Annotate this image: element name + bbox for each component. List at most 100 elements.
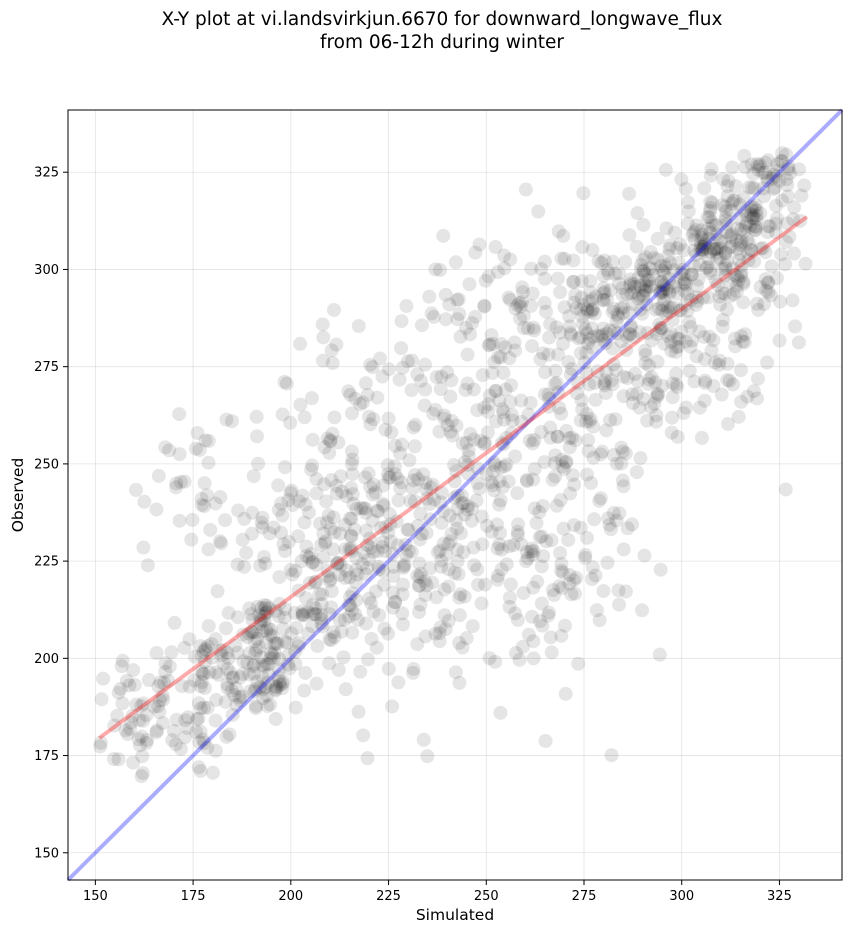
data-point [272,569,287,584]
data-point [527,433,542,448]
data-point [526,651,541,666]
data-point [734,258,749,273]
data-point [704,162,719,177]
data-point [444,373,459,388]
data-point [524,541,539,556]
data-point [482,337,497,352]
data-point [292,636,307,651]
data-point [555,581,570,596]
data-point [129,483,144,498]
data-point [513,311,528,326]
data-point [282,661,297,676]
data-point [250,631,265,646]
data-point [246,469,261,484]
data-point [444,527,459,542]
data-point [413,566,428,581]
data-point [745,210,760,225]
data-point [438,312,453,327]
data-point [459,631,474,646]
data-point [621,305,636,320]
data-point [481,269,496,284]
data-point [639,279,654,294]
data-point [503,577,518,592]
data-point [494,542,509,557]
data-point [338,542,353,557]
data-point [434,559,449,574]
data-point [223,665,238,680]
data-point [603,283,618,298]
data-point [189,724,204,739]
data-point [339,489,354,504]
gridlines [68,110,842,880]
data-point [693,242,708,257]
data-point [468,309,483,324]
data-point [395,437,410,452]
data-point [125,709,140,724]
data-point [785,293,800,308]
data-point [613,301,628,316]
data-point [266,520,281,535]
data-point [345,452,360,467]
data-point [454,488,469,503]
data-point [769,163,784,178]
data-point [375,539,390,554]
data-point [635,306,650,321]
data-point [315,317,330,332]
data-point [719,224,734,239]
data-point [576,186,591,201]
data-point [400,354,415,369]
data-point [725,261,740,276]
data-point [229,681,244,696]
data-point [591,328,606,343]
data-point [694,223,709,238]
data-point [214,648,229,663]
data-point [361,552,376,567]
data-point [395,577,410,592]
data-point [193,639,208,654]
data-point [562,440,577,455]
data-point [725,196,740,211]
data-point [690,278,705,293]
data-point [288,700,303,715]
data-point [417,398,432,413]
data-point [304,391,319,406]
data-point [549,498,564,513]
data-point [268,604,283,619]
data-point [693,239,708,254]
data-point [530,574,545,589]
data-point [305,432,320,447]
data-point [450,501,465,516]
data-point [725,160,740,175]
data-point [323,521,338,536]
data-point [674,172,689,187]
data-point [519,554,534,569]
data-point [271,669,286,684]
x-tick-label: 200 [278,889,303,904]
data-point [638,347,653,362]
data-point [276,621,291,636]
data-point [646,268,661,283]
data-point [718,211,733,226]
data-point [423,512,438,527]
data-point [478,273,493,288]
data-point [573,303,588,318]
data-point [438,287,453,302]
data-point [182,632,197,647]
data-point [308,575,323,590]
data-point [250,599,265,614]
data-point [213,490,228,505]
data-point [209,692,224,707]
data-point [404,544,419,559]
data-point [255,657,270,672]
data-point [720,302,735,317]
data-point [526,580,541,595]
data-point [586,450,601,465]
data-point [505,413,520,428]
data-point [432,263,447,278]
data-point [252,608,267,623]
chart-title-line-1: X-Y plot at vi.landsvirkjun.6670 for dow… [162,9,723,30]
data-point [333,558,348,573]
data-point [281,657,296,672]
data-point [436,504,451,519]
data-point [753,241,768,256]
